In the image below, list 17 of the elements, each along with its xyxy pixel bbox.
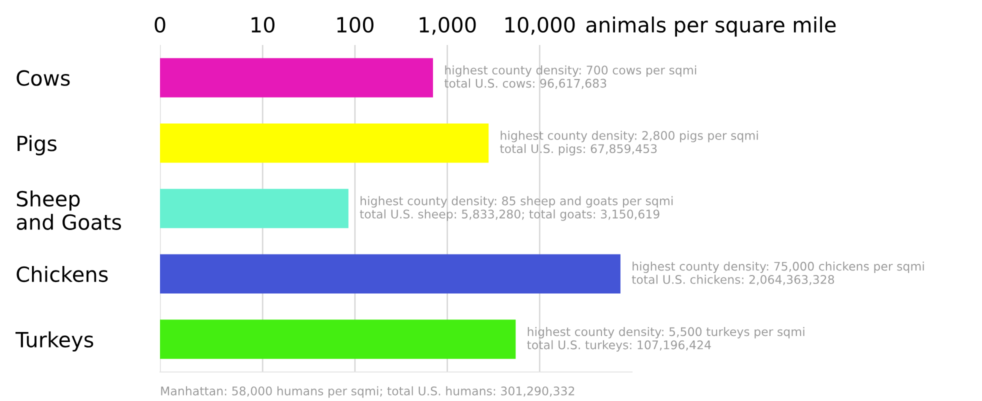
y-tick-label: Sheep and Goats — [16, 190, 122, 230]
y-tick-label: Chickens — [16, 266, 108, 282]
x-tick-label: 10 — [252, 16, 274, 33]
x-tick-label: 100 — [337, 16, 374, 33]
text: Manhattan: 58,000 humans per sqmi; total U.S. humans: 301,290,332 — [161, 386, 574, 398]
x-tick-label: 10,000 — [505, 16, 575, 35]
annotation: highest county density: 5,500 turkeys per sqmi total U.S. turkeys: 107,196,424 — [527, 326, 804, 352]
x-tick-label: 1,000 — [420, 16, 476, 35]
annotation: highest county density: 2,800 pigs per sqmi total U.S. pigs: 67,859,453 — [500, 130, 758, 156]
annotation: highest county density: 700 cows per sqmi total U.S. cows: 96,617,683 — [444, 65, 696, 89]
x-axis-title: animals per square mile — [586, 16, 836, 37]
annotation: highest county density: 85 sheep and goats per sqmi total U.S. sheep: 5,833,280; total goats: 3,150,619 — [360, 196, 673, 221]
y-tick-label: Turkeys — [15, 331, 94, 352]
x-tick-label: 0 — [154, 16, 166, 33]
y-tick-label: Cows — [16, 70, 70, 86]
y-tick-label: Pigs — [18, 135, 56, 156]
annotation: highest county density: 75,000 chickens per sqmi total U.S. chickens: 2,064,363,328 — [632, 262, 924, 286]
